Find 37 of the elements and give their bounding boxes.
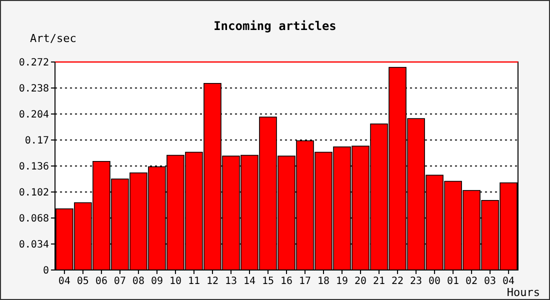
y-tick-label: 0 (42, 266, 49, 276)
x-tick-label: 22 (392, 276, 404, 287)
x-tick-label: 11 (188, 276, 200, 287)
x-tick-label: 20 (354, 276, 367, 287)
x-tick-label: 09 (150, 276, 163, 287)
x-tick-label: 06 (95, 276, 108, 287)
y-tick-label: 0.238 (18, 84, 49, 94)
x-tick-label: 02 (466, 276, 478, 287)
x-tick-label: 07 (114, 276, 126, 287)
x-tick-label: 12 (206, 276, 219, 287)
y-tick-label: 0.272 (18, 58, 49, 68)
y-tick-label: 0.034 (18, 240, 49, 250)
x-tick-label: 21 (373, 276, 386, 287)
x-tick-label: 16 (280, 276, 293, 287)
y-tick-label: 0.136 (18, 162, 49, 172)
x-tick-label: 23 (410, 276, 422, 287)
x-tick-label: 14 (243, 276, 256, 287)
y-axis-title: Art/sec (30, 32, 76, 45)
x-tick-label: 18 (317, 276, 330, 287)
x-tick-label: 15 (262, 276, 274, 287)
x-tick-label: 04 (502, 276, 515, 287)
y-tick-label: 0.17 (24, 136, 49, 146)
x-tick-label: 00 (428, 276, 441, 287)
y-tick-label: 0.102 (18, 188, 49, 198)
x-axis-title: Hours (506, 286, 540, 299)
y-tick-label: 0.068 (18, 214, 49, 224)
chart-title: Incoming articles (214, 19, 336, 33)
x-tick-label: 05 (76, 276, 89, 287)
y-tick-label: 0.204 (18, 110, 49, 120)
x-tick-label: 13 (224, 276, 238, 287)
x-tick-label: 08 (132, 276, 144, 287)
x-tick-label: 03 (484, 276, 496, 287)
x-tick-label: 19 (336, 276, 348, 287)
x-tick-label: 10 (169, 276, 182, 287)
x-tick-label: 04 (58, 276, 70, 287)
x-tick-label: 17 (298, 276, 312, 287)
x-tick-label: 01 (447, 276, 460, 287)
